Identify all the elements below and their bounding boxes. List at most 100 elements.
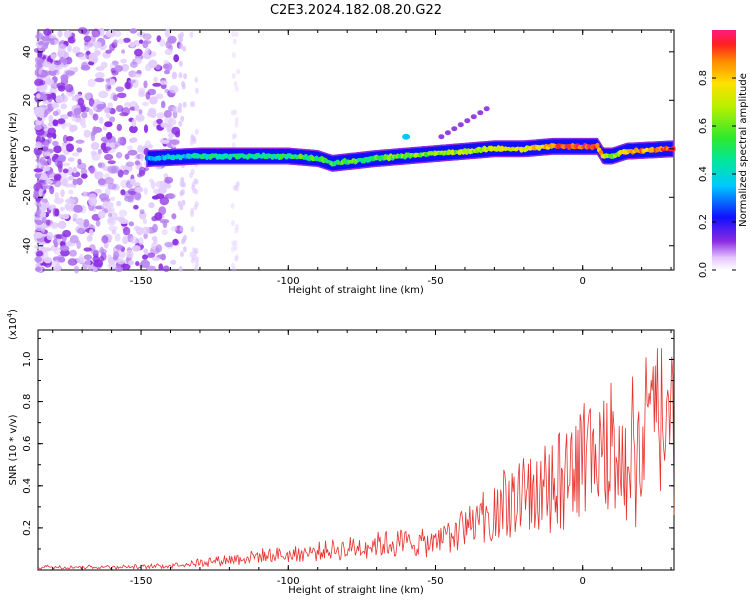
noise-streak <box>235 254 239 261</box>
noise-speckle <box>80 167 88 176</box>
harmonic-blob <box>457 122 464 128</box>
noise-speckle <box>34 124 42 131</box>
noise-streak <box>190 211 195 218</box>
noise-speckle <box>170 226 178 232</box>
colorbar-gradient <box>712 30 736 270</box>
noise-speckle <box>36 207 41 216</box>
colorbar-tick-label: 0.4 <box>698 166 709 182</box>
noise-speckle <box>53 60 62 66</box>
noise-speckle <box>134 191 142 201</box>
noise-streak <box>231 52 236 59</box>
noise-speckle <box>141 226 150 235</box>
noise-speckle <box>136 226 144 236</box>
noise-speckle <box>138 166 146 175</box>
noise-speckle <box>38 111 45 119</box>
noise-speckle <box>174 131 180 138</box>
noise-streak <box>194 87 199 94</box>
noise-streak <box>182 45 187 52</box>
noise-speckle <box>167 193 176 200</box>
noise-speckle <box>67 45 72 53</box>
noise-speckle <box>107 254 112 261</box>
noise-speckle <box>104 177 114 185</box>
noise-speckle <box>57 85 66 92</box>
noise-speckle <box>160 253 166 261</box>
snr-frame <box>37 329 675 571</box>
noise-streak <box>231 133 236 140</box>
snr-ylabel: SNR (10 * v/v) <box>8 414 19 485</box>
noise-speckle <box>119 219 129 225</box>
noise-speckle <box>97 178 107 186</box>
noise-speckle <box>93 41 102 49</box>
noise-speckle <box>52 119 59 127</box>
noise-speckle <box>162 63 170 69</box>
noise-streak <box>189 101 194 108</box>
noise-speckle <box>57 118 66 125</box>
noise-speckle <box>69 249 77 257</box>
noise-speckle <box>77 97 85 106</box>
noise-speckle <box>83 92 92 101</box>
noise-speckle <box>132 73 142 78</box>
noise-speckle <box>135 114 145 122</box>
noise-speckle <box>113 251 120 259</box>
noise-speckle <box>134 187 144 193</box>
noise-speckle <box>169 37 176 44</box>
noise-speckle <box>109 196 116 201</box>
noise-speckle <box>95 72 105 79</box>
noise-speckle <box>91 28 101 38</box>
figure-title: C2E3.2024.182.08.20.G22 <box>270 3 442 18</box>
noise-streak <box>190 207 195 214</box>
noise-speckle <box>62 229 72 238</box>
noise-speckle <box>160 122 169 128</box>
noise-speckle <box>36 250 44 257</box>
noise-speckle <box>94 188 102 194</box>
noise-streak <box>230 262 235 269</box>
noise-speckle <box>131 245 141 252</box>
noise-speckle <box>57 155 66 163</box>
noise-streak <box>233 244 238 251</box>
noise-speckle <box>159 196 170 206</box>
noise-speckle <box>65 84 74 93</box>
noise-speckle <box>128 79 136 84</box>
noise-streak <box>180 176 185 183</box>
colorbar: 0.0 0.2 0.4 0.6 0.8 Normalized spectral ampl… <box>698 30 749 278</box>
spectrogram-ylabel: Frequency (Hz) <box>8 112 19 188</box>
noise-speckle <box>164 241 174 248</box>
noise-speckle <box>117 38 125 45</box>
noise-speckle <box>135 261 140 267</box>
snr-multiplier-base: (x10 <box>8 317 19 340</box>
noise-streak <box>190 135 195 142</box>
noise-streak <box>182 246 187 253</box>
noise-streak <box>232 266 237 273</box>
noise-speckle <box>57 49 65 58</box>
snr-panel: -150 -100 -50 0 0.2 0.4 0.6 0.8 1.0 Height of st… <box>6 309 675 596</box>
noise-speckle <box>56 254 65 263</box>
noise-speckle <box>51 260 60 267</box>
noise-speckle <box>72 46 81 54</box>
noise-speckle <box>53 197 64 204</box>
noise-speckle <box>67 157 75 162</box>
noise-speckle <box>133 182 141 188</box>
noise-speckle <box>105 82 112 92</box>
noise-speckle <box>127 145 133 150</box>
noise-speckle <box>97 148 102 155</box>
noise-streak <box>190 226 195 233</box>
snr-series-line <box>37 348 675 570</box>
noise-speckle <box>107 160 116 165</box>
noise-speckle <box>43 203 48 209</box>
noise-speckle <box>83 129 91 138</box>
harmonic-blob <box>402 133 411 140</box>
noise-speckle <box>138 237 144 246</box>
noise-speckle <box>129 236 139 245</box>
noise-speckle <box>142 40 149 49</box>
noise-speckle <box>115 244 123 250</box>
noise-speckle <box>46 231 54 241</box>
noise-streak <box>231 142 236 149</box>
noise-speckle <box>148 144 154 149</box>
noise-streak <box>178 37 183 44</box>
noise-speckle <box>41 216 47 223</box>
noise-speckle <box>105 187 111 196</box>
noise-speckle <box>151 236 158 242</box>
noise-speckle <box>83 219 90 228</box>
noise-speckle <box>34 56 43 65</box>
